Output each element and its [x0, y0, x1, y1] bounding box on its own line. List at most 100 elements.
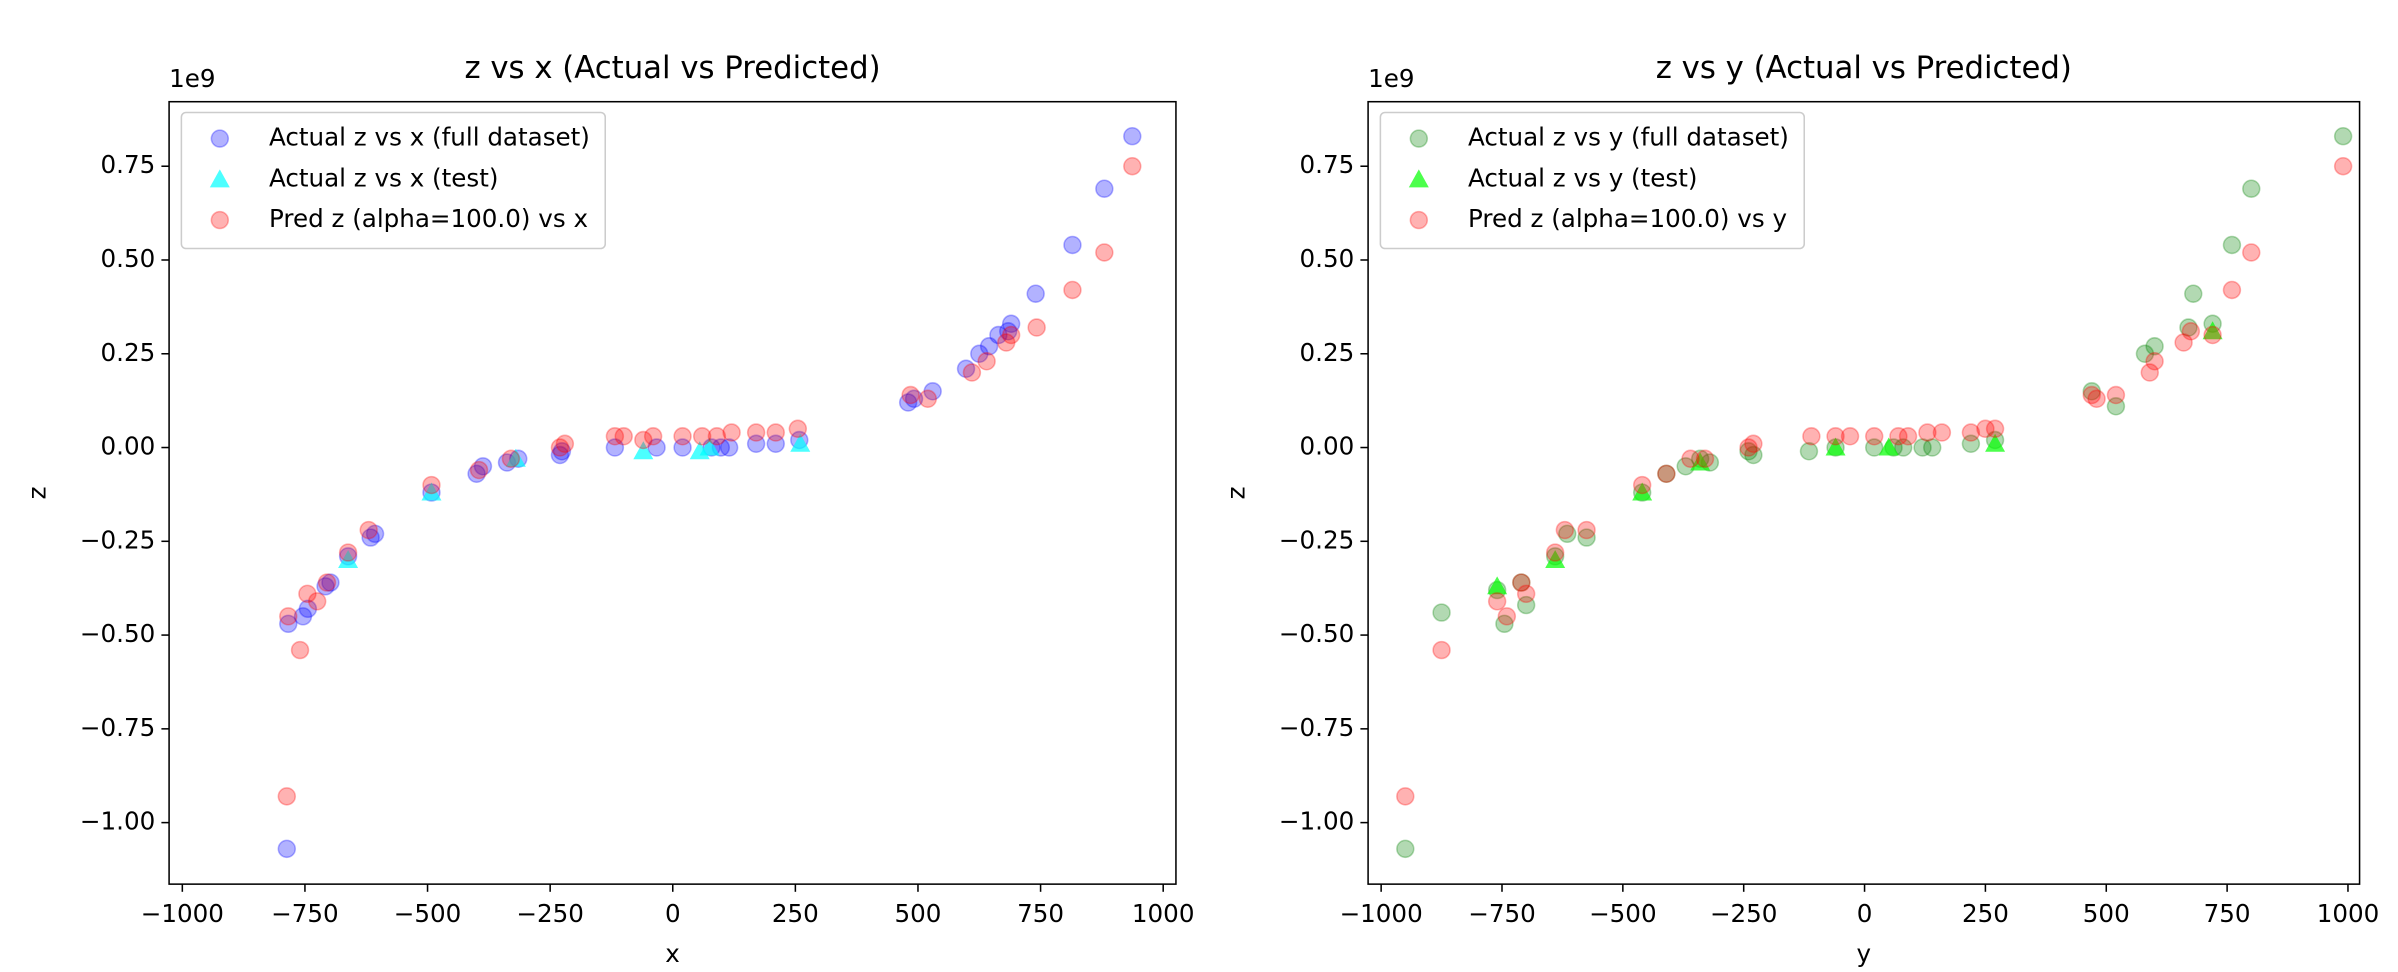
marker-circle	[2082, 382, 2101, 401]
marker-circle	[1558, 524, 1577, 544]
marker-triangle	[1878, 437, 1899, 456]
marker-circle	[2135, 344, 2155, 363]
x-tick-label: 1000	[1132, 899, 1195, 928]
chart-title: z vs x (Actual vs Predicted)	[464, 50, 880, 86]
marker-circle	[317, 573, 337, 592]
marker-circle	[2184, 284, 2203, 303]
y-tick-label: −0.50	[1279, 619, 1354, 648]
marker-circle	[501, 449, 521, 469]
marker-circle	[766, 434, 785, 454]
marker-circle	[338, 543, 358, 562]
y-offset-label: 1e9	[169, 64, 215, 93]
marker-circle	[290, 640, 310, 660]
marker-circle	[2242, 179, 2261, 198]
x-axis-label: x	[665, 939, 680, 968]
marker-circle	[1961, 423, 1981, 442]
y-tick-label: −0.75	[80, 713, 155, 742]
y-tick-label: 0.50	[101, 244, 156, 273]
y-tick-label: 0.00	[101, 432, 156, 461]
marker-circle	[473, 457, 493, 476]
marker-circle	[550, 438, 570, 457]
marker-circle	[359, 520, 378, 540]
marker-circle	[321, 573, 340, 592]
marker-circle	[1961, 434, 1981, 454]
marker-circle	[2106, 385, 2126, 405]
marker-circle	[1095, 179, 1114, 198]
legend: Actual z vs y (full dataset) Actual z vs …	[1379, 111, 1806, 250]
marker-triangle	[790, 433, 811, 452]
marker-circle	[1027, 318, 1046, 337]
x-tick-label: −250	[1710, 899, 1778, 928]
marker-circle	[1095, 243, 1114, 262]
marker-circle	[210, 210, 230, 230]
x-axis-label: y	[1857, 939, 1872, 968]
marker-circle	[1512, 573, 1531, 592]
x-tick-label: 0	[665, 899, 681, 928]
marker-circle	[2333, 126, 2353, 146]
marker-circle	[647, 438, 666, 457]
x-tick-label: 750	[2204, 899, 2251, 928]
marker-circle	[1495, 614, 1514, 634]
marker-circle	[766, 423, 785, 442]
marker-circle	[901, 385, 920, 405]
marker-circle	[1632, 475, 1652, 495]
marker-circle	[1545, 543, 1565, 562]
marker-circle	[2179, 318, 2198, 337]
subplot: z vs y (Actual vs Predicted) y z 1e9 −1000 −7…	[1221, 50, 2379, 968]
marker-circle	[469, 460, 489, 480]
marker-circle	[1889, 427, 1908, 446]
y-tick-label: 0.25	[101, 338, 156, 367]
marker-circle	[1063, 235, 1082, 255]
marker-circle	[673, 438, 692, 457]
marker-triangle	[338, 550, 359, 569]
marker-circle	[298, 584, 317, 604]
marker-circle	[614, 427, 633, 446]
marker-circle	[977, 352, 996, 371]
y-tick-label: −0.25	[80, 525, 155, 554]
marker-circle	[422, 475, 441, 495]
legend-label: Actual z vs x (full dataset)	[269, 123, 590, 152]
marker-circle	[1744, 434, 1763, 454]
marker-circle	[956, 359, 976, 378]
marker-circle	[1512, 573, 1531, 592]
x-tick-label: 250	[1962, 899, 2009, 928]
marker-triangle	[1487, 576, 1508, 595]
marker-triangle	[1985, 433, 2006, 452]
legend-label: Pred z (alpha=100.0) vs y	[1468, 204, 1787, 233]
y-offset-label: 1e9	[1368, 64, 1414, 93]
marker-circle	[2087, 389, 2106, 408]
legend-frame	[1379, 111, 1806, 250]
marker-circle	[788, 419, 808, 439]
marker-circle	[316, 577, 335, 596]
marker-circle	[1985, 419, 2005, 439]
marker-circle	[298, 599, 318, 619]
marker-circle	[1918, 423, 1937, 442]
marker-circle	[1681, 449, 1700, 469]
legend-label: Pred z (alpha=100.0) vs x	[269, 204, 588, 233]
marker-circle	[898, 393, 918, 412]
x-tick-label: 250	[772, 899, 819, 928]
y-tick-label: 0.50	[1300, 244, 1355, 273]
marker-circle	[1063, 280, 1082, 300]
marker-circle	[279, 607, 298, 626]
y-tick-label: −0.25	[1279, 525, 1354, 554]
marker-circle	[1865, 438, 1884, 457]
marker-circle	[1744, 445, 1763, 465]
marker-circle	[1799, 442, 1819, 461]
marker-circle	[1396, 787, 1415, 806]
marker-triangle	[2202, 321, 2223, 340]
legend-frame	[180, 111, 607, 250]
x-tick-label: −1000	[1340, 899, 1423, 928]
y-tick-label: −1.00	[1279, 807, 1354, 836]
marker-circle	[634, 430, 653, 450]
marker-circle	[1840, 427, 1860, 446]
marker-circle	[1001, 325, 1021, 345]
marker-circle	[673, 427, 692, 446]
marker-triangle	[421, 482, 442, 501]
marker-circle	[2145, 337, 2164, 356]
marker-circle	[2222, 280, 2242, 300]
marker-triangle	[209, 169, 230, 188]
legend-label: Actual z vs y (full dataset)	[1468, 123, 1789, 152]
marker-circle	[1026, 284, 1045, 303]
marker-circle	[1802, 427, 1821, 446]
